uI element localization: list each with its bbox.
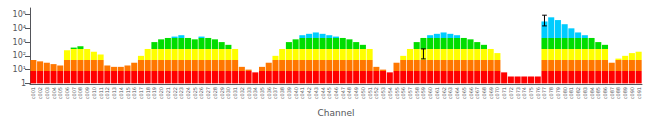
svg-text:c003: c003 xyxy=(44,87,50,99)
svg-text:c010: c010 xyxy=(91,87,97,99)
svg-text:c055: c055 xyxy=(394,87,400,99)
svg-text:c063: c063 xyxy=(447,87,453,99)
svg-text:c009: c009 xyxy=(84,87,90,99)
svg-text:c079: c079 xyxy=(555,87,561,99)
svg-text:c037: c037 xyxy=(272,87,278,99)
svg-text:c089: c089 xyxy=(622,87,628,99)
svg-text:10¹: 10¹ xyxy=(13,65,26,74)
svg-text:c069: c069 xyxy=(488,87,494,99)
svg-text:c065: c065 xyxy=(461,87,467,99)
svg-text:c074: c074 xyxy=(521,87,527,99)
svg-text:c031: c031 xyxy=(232,87,238,99)
svg-text:c035: c035 xyxy=(259,87,265,99)
svg-text:c029: c029 xyxy=(219,87,225,99)
svg-text:c039: c039 xyxy=(286,87,292,99)
svg-text:10⁴: 10⁴ xyxy=(13,24,26,33)
svg-text:c068: c068 xyxy=(481,87,487,99)
svg-text:c073: c073 xyxy=(515,87,521,99)
svg-text:10²: 10² xyxy=(13,51,26,60)
svg-text:c040: c040 xyxy=(293,87,299,99)
svg-text:c023: c023 xyxy=(178,87,184,99)
svg-text:c070: c070 xyxy=(494,87,500,99)
svg-text:c026: c026 xyxy=(198,87,204,99)
svg-text:c058: c058 xyxy=(414,87,420,99)
svg-text:c064: c064 xyxy=(454,87,460,99)
svg-text:c080: c080 xyxy=(562,87,568,99)
svg-text:c021: c021 xyxy=(165,87,171,99)
svg-text:c018: c018 xyxy=(145,87,151,99)
svg-text:c004: c004 xyxy=(51,87,57,99)
svg-text:c088: c088 xyxy=(615,87,621,99)
svg-text:c091: c091 xyxy=(636,87,642,99)
svg-text:10⁵: 10⁵ xyxy=(13,10,26,19)
svg-text:c001: c001 xyxy=(30,87,36,99)
svg-text:c051: c051 xyxy=(367,87,373,99)
svg-text:c044: c044 xyxy=(320,87,326,99)
svg-text:c019: c019 xyxy=(151,87,157,99)
svg-text:c002: c002 xyxy=(37,87,43,99)
svg-text:c078: c078 xyxy=(548,87,554,99)
svg-text:c022: c022 xyxy=(172,87,178,99)
svg-text:c017: c017 xyxy=(138,87,144,99)
svg-text:c006: c006 xyxy=(64,87,70,99)
svg-text:c005: c005 xyxy=(57,87,63,99)
svg-text:c030: c030 xyxy=(225,87,231,99)
svg-text:c071: c071 xyxy=(501,87,507,99)
svg-text:c016: c016 xyxy=(131,87,137,99)
svg-text:c047: c047 xyxy=(340,87,346,99)
svg-text:c013: c013 xyxy=(111,87,117,99)
svg-text:c048: c048 xyxy=(346,87,352,99)
svg-text:c015: c015 xyxy=(125,87,131,99)
svg-text:c060: c060 xyxy=(427,87,433,99)
svg-text:c081: c081 xyxy=(568,87,574,99)
svg-text:Channel: Channel xyxy=(318,108,355,118)
svg-text:c043: c043 xyxy=(313,87,319,99)
svg-text:c077: c077 xyxy=(541,87,547,99)
svg-text:c024: c024 xyxy=(185,87,191,99)
svg-text:c025: c025 xyxy=(192,87,198,99)
svg-text:c045: c045 xyxy=(326,87,332,99)
svg-text:c083: c083 xyxy=(582,87,588,99)
svg-text:c053: c053 xyxy=(380,87,386,99)
svg-text:c087: c087 xyxy=(609,87,615,99)
svg-text:c056: c056 xyxy=(400,87,406,99)
svg-text:c046: c046 xyxy=(333,87,339,99)
svg-text:c036: c036 xyxy=(266,87,272,99)
svg-text:c034: c034 xyxy=(252,87,258,99)
svg-text:c049: c049 xyxy=(353,87,359,99)
svg-text:c033: c033 xyxy=(246,87,252,99)
svg-text:c057: c057 xyxy=(407,87,413,99)
svg-text:c085: c085 xyxy=(595,87,601,99)
svg-text:c084: c084 xyxy=(589,87,595,99)
svg-text:c052: c052 xyxy=(373,87,379,99)
svg-text:c067: c067 xyxy=(474,87,480,99)
svg-text:1: 1 xyxy=(21,79,26,88)
svg-text:c082: c082 xyxy=(575,87,581,99)
svg-text:c090: c090 xyxy=(629,87,635,99)
svg-text:c020: c020 xyxy=(158,87,164,99)
svg-text:c066: c066 xyxy=(468,87,474,99)
svg-text:c054: c054 xyxy=(387,87,393,99)
svg-text:c014: c014 xyxy=(118,87,124,99)
svg-text:c008: c008 xyxy=(77,87,83,99)
svg-text:c076: c076 xyxy=(535,87,541,99)
svg-text:c059: c059 xyxy=(420,87,426,99)
svg-text:c050: c050 xyxy=(360,87,366,99)
svg-text:c041: c041 xyxy=(299,87,305,99)
svg-text:c061: c061 xyxy=(434,87,440,99)
svg-text:c038: c038 xyxy=(279,87,285,99)
svg-text:c012: c012 xyxy=(104,87,110,99)
svg-text:c028: c028 xyxy=(212,87,218,99)
svg-text:c011: c011 xyxy=(98,87,104,99)
svg-text:c042: c042 xyxy=(306,87,312,99)
svg-text:c032: c032 xyxy=(239,87,245,99)
svg-text:10³: 10³ xyxy=(13,38,26,47)
svg-text:c007: c007 xyxy=(71,87,77,99)
svg-text:c027: c027 xyxy=(205,87,211,99)
svg-text:c075: c075 xyxy=(528,87,534,99)
svg-text:c086: c086 xyxy=(602,87,608,99)
svg-text:c062: c062 xyxy=(441,87,447,99)
svg-text:c072: c072 xyxy=(508,87,514,99)
